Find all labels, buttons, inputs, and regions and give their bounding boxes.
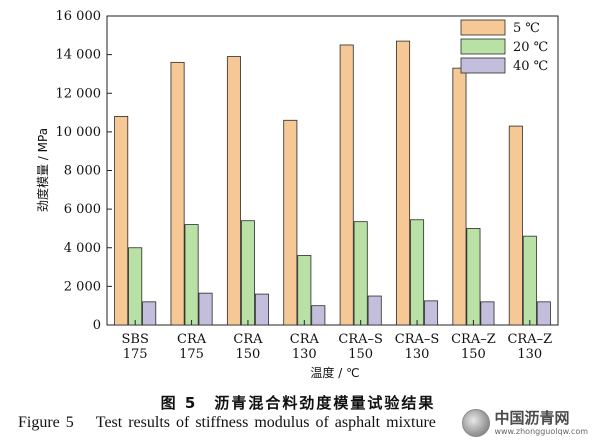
figure-caption-chinese: 图 5 沥青混合料劲度模量试验结果 bbox=[160, 394, 436, 412]
bar bbox=[367, 295, 382, 326]
figure-number: Figure 5 bbox=[18, 414, 74, 431]
bar bbox=[128, 247, 143, 326]
bar bbox=[198, 292, 213, 326]
bar bbox=[466, 228, 481, 326]
y-tick-label: 12 000 bbox=[56, 86, 102, 101]
figure-caption-text: Test results of stiffness modulus of asp… bbox=[95, 414, 436, 431]
bar bbox=[424, 300, 439, 326]
y-tick-label: 0 bbox=[93, 318, 101, 333]
bar bbox=[536, 301, 551, 326]
bar bbox=[283, 119, 298, 326]
x-tick-label-name: CRA bbox=[233, 332, 263, 347]
bar bbox=[311, 305, 326, 326]
bar bbox=[184, 224, 199, 326]
x-tick-label-name: CRA–Z bbox=[507, 332, 552, 347]
bar bbox=[254, 293, 269, 326]
bar bbox=[353, 221, 368, 326]
x-tick-label-temp: 150 bbox=[461, 347, 486, 362]
watermark-url: www.zhongguolqw.com bbox=[494, 426, 588, 436]
asphalt-drop-logo-icon bbox=[462, 409, 491, 437]
bar bbox=[142, 301, 157, 326]
y-tick-label: 8 000 bbox=[64, 164, 101, 179]
y-tick-label: 16 000 bbox=[56, 9, 102, 24]
legend-swatch bbox=[460, 38, 506, 55]
bar bbox=[508, 125, 523, 326]
bar bbox=[339, 44, 354, 326]
x-tick-label-temp: 175 bbox=[179, 347, 204, 362]
y-tick-label: 2 000 bbox=[64, 279, 101, 294]
x-tick-label-temp: 130 bbox=[292, 347, 317, 362]
bar bbox=[170, 61, 185, 326]
bar bbox=[410, 219, 425, 326]
plot-area: 0 2 000 4 000 6 000 8 000 10 000 12 000 14 000 1… bbox=[56, 9, 559, 362]
x-axis-label: 温度 / ℃ bbox=[310, 365, 359, 380]
y-tick-label: 14 000 bbox=[56, 48, 102, 63]
x-tick-label-temp: 130 bbox=[405, 347, 430, 362]
legend-swatch bbox=[460, 19, 506, 36]
bar bbox=[240, 220, 255, 326]
x-tick-label-name: CRA bbox=[177, 332, 207, 347]
x-tick-label-name: CRA–S bbox=[395, 332, 440, 347]
x-tick-label-temp: 130 bbox=[517, 347, 542, 362]
bar bbox=[297, 255, 312, 326]
x-tick-label-name: CRA–S bbox=[338, 332, 383, 347]
watermark-text-group: 中国沥青网 www.zhongguolqw.com bbox=[494, 408, 588, 436]
bar bbox=[480, 301, 495, 326]
bar bbox=[114, 116, 129, 326]
x-tick-label-name: CRA–Z bbox=[451, 332, 496, 347]
figure-caption-english: Figure 5 Test results of stiffness modulu… bbox=[18, 414, 436, 432]
watermark: 中国沥青网 www.zhongguolqw.com bbox=[462, 409, 588, 437]
bar bbox=[396, 40, 411, 326]
bar-chart: 0 2 000 4 000 6 000 8 000 10 000 12 000 14 000 1… bbox=[35, 9, 559, 380]
bar bbox=[452, 67, 467, 326]
x-tick-label-temp: 150 bbox=[348, 347, 373, 362]
y-tick-label: 6 000 bbox=[64, 202, 101, 217]
legend-label: 5 ℃ bbox=[513, 21, 540, 36]
x-tick-label-name: CRA bbox=[290, 332, 320, 347]
x-tick-label-name: SBS bbox=[122, 332, 149, 347]
x-tick-label-temp: 175 bbox=[123, 347, 148, 362]
y-axis-label: 劲度模量 / MPa bbox=[35, 128, 50, 212]
x-tick-label-temp: 150 bbox=[236, 347, 261, 362]
legend-label: 20 ℃ bbox=[513, 40, 548, 55]
y-tick-label: 4 000 bbox=[64, 241, 101, 256]
legend-label: 40 ℃ bbox=[513, 59, 548, 74]
legend-swatch bbox=[460, 57, 506, 74]
bar bbox=[226, 56, 241, 326]
watermark-title: 中国沥青网 bbox=[494, 408, 570, 427]
y-tick-label: 10 000 bbox=[56, 125, 102, 140]
bar bbox=[522, 235, 537, 326]
